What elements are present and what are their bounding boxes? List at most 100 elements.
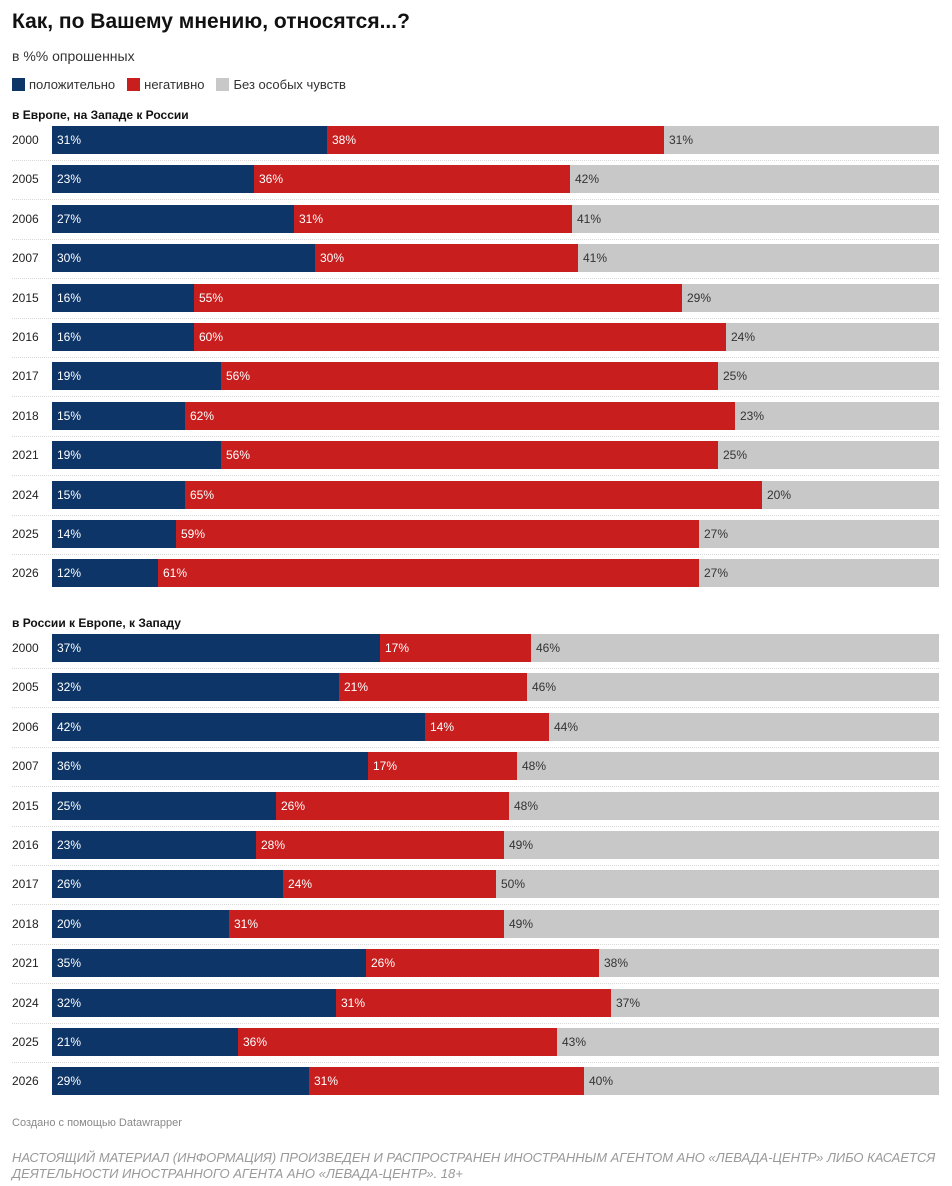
year-label: 2026 — [12, 566, 39, 580]
bar-row: 2021 19% 56% 25% — [0, 441, 952, 469]
year-label: 2024 — [12, 488, 39, 502]
value-label-neutral: 42% — [575, 172, 600, 186]
year-label: 2000 — [12, 641, 39, 655]
legend-label-neutral: Без особых чувств — [233, 77, 346, 92]
stacked-bar: 36% 17% 48% — [52, 752, 939, 780]
bar-row: 2017 19% 56% 25% — [0, 362, 952, 390]
year-label: 2026 — [12, 1074, 39, 1088]
year-label: 2025 — [12, 1035, 39, 1049]
bar-segment-neutral: 41% — [578, 244, 939, 272]
value-label-negative: 21% — [344, 680, 369, 694]
stacked-bar: 25% 26% 48% — [52, 792, 939, 820]
value-label-neutral: 38% — [604, 956, 629, 970]
value-label-negative: 62% — [190, 409, 215, 423]
bar-row: 2018 20% 31% 49% — [0, 910, 952, 938]
value-label-positive: 25% — [57, 799, 82, 813]
bar-segment-negative: 31% — [294, 205, 572, 233]
year-label: 2021 — [12, 448, 39, 462]
bar-row: 2018 15% 62% 23% — [0, 402, 952, 430]
bar-segment-neutral: 46% — [531, 634, 939, 662]
bar-segment-neutral: 43% — [557, 1028, 939, 1056]
value-label-neutral: 24% — [731, 330, 756, 344]
chart-title: Как, по Вашему мнению, относятся...? — [12, 10, 410, 33]
legend-swatch-negative — [127, 78, 141, 91]
year-label: 2005 — [12, 680, 39, 694]
stacked-bar: 23% 28% 49% — [52, 831, 939, 859]
value-label-positive: 19% — [57, 369, 82, 383]
bar-segment-negative: 21% — [339, 673, 527, 701]
bar-segment-negative: 31% — [309, 1067, 584, 1095]
value-label-negative: 31% — [234, 917, 259, 931]
year-label: 2007 — [12, 759, 39, 773]
value-label-positive: 42% — [57, 720, 82, 734]
bar-segment-negative: 17% — [368, 752, 517, 780]
stacked-bar: 19% 56% 25% — [52, 362, 939, 390]
bar-segment-neutral: 41% — [572, 205, 939, 233]
value-label-positive: 21% — [57, 1035, 82, 1049]
row-separator — [12, 396, 939, 397]
year-label: 2000 — [12, 133, 39, 147]
year-label: 2015 — [12, 291, 39, 305]
bar-segment-positive: 37% — [52, 634, 380, 662]
value-label-negative: 59% — [181, 527, 206, 541]
legend-label-negative: негативно — [144, 77, 205, 92]
value-label-neutral: 49% — [509, 917, 534, 931]
year-label: 2018 — [12, 409, 39, 423]
credit-text: Создано с помощью Datawrapper — [12, 1117, 182, 1129]
stacked-bar: 35% 26% 38% — [52, 949, 939, 977]
year-label: 2017 — [12, 369, 39, 383]
bar-segment-neutral: 29% — [682, 284, 939, 312]
bar-segment-positive: 30% — [52, 244, 315, 272]
year-label: 2018 — [12, 917, 39, 931]
bar-segment-neutral: 40% — [584, 1067, 939, 1095]
row-separator — [12, 865, 939, 866]
bar-segment-negative: 17% — [380, 634, 531, 662]
legend-swatch-positive — [12, 78, 25, 91]
value-label-positive: 26% — [57, 877, 82, 891]
value-label-negative: 30% — [320, 251, 345, 265]
bar-segment-neutral: 38% — [599, 949, 939, 977]
bar-segment-negative: 56% — [221, 441, 718, 469]
bar-segment-neutral: 48% — [509, 792, 939, 820]
stacked-bar: 31% 38% 31% — [52, 126, 939, 154]
bar-segment-negative: 30% — [315, 244, 578, 272]
value-label-negative: 65% — [190, 488, 215, 502]
stacked-bar: 42% 14% 44% — [52, 713, 939, 741]
value-label-positive: 15% — [57, 488, 82, 502]
value-label-neutral: 48% — [522, 759, 547, 773]
value-label-positive: 31% — [57, 133, 82, 147]
stacked-bar: 16% 55% 29% — [52, 284, 939, 312]
bar-segment-negative: 59% — [176, 520, 699, 548]
value-label-negative: 28% — [261, 838, 286, 852]
value-label-neutral: 25% — [723, 448, 748, 462]
row-separator — [12, 944, 939, 945]
value-label-negative: 60% — [199, 330, 224, 344]
bar-segment-positive: 23% — [52, 831, 256, 859]
bar-segment-negative: 24% — [283, 870, 496, 898]
value-label-neutral: 29% — [687, 291, 712, 305]
value-label-positive: 19% — [57, 448, 82, 462]
bar-segment-positive: 15% — [52, 481, 185, 509]
stacked-bar: 27% 31% 41% — [52, 205, 939, 233]
value-label-negative: 56% — [226, 369, 251, 383]
bar-segment-positive: 27% — [52, 205, 294, 233]
section-title-russia-to-west: в России к Европе, к Западу — [12, 616, 181, 630]
bar-segment-negative: 31% — [229, 910, 504, 938]
bar-segment-negative: 65% — [185, 481, 762, 509]
legend-item-neutral: Без особых чувств — [216, 77, 346, 92]
value-label-positive: 14% — [57, 527, 82, 541]
value-label-negative: 31% — [341, 996, 366, 1010]
value-label-negative: 17% — [373, 759, 398, 773]
bar-segment-negative: 36% — [238, 1028, 557, 1056]
foreign-agent-disclaimer: НАСТОЯЩИЙ МАТЕРИАЛ (ИНФОРМАЦИЯ) ПРОИЗВЕД… — [12, 1150, 936, 1181]
stacked-bar: 19% 56% 25% — [52, 441, 939, 469]
stacked-bar: 32% 21% 46% — [52, 673, 939, 701]
value-label-negative: 14% — [430, 720, 455, 734]
row-separator — [12, 707, 939, 708]
bar-segment-positive: 21% — [52, 1028, 238, 1056]
bar-row: 2024 32% 31% 37% — [0, 989, 952, 1017]
bar-segment-neutral: 49% — [504, 831, 939, 859]
value-label-positive: 15% — [57, 409, 82, 423]
year-label: 2016 — [12, 838, 39, 852]
bar-segment-positive: 42% — [52, 713, 425, 741]
